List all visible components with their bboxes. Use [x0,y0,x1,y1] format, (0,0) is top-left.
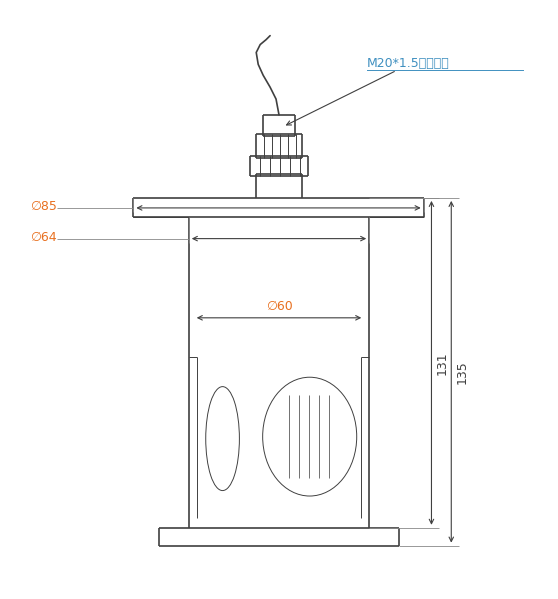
Text: ∅60: ∅60 [266,300,292,313]
Text: 135: 135 [455,360,468,383]
Text: ∅64: ∅64 [31,231,57,244]
Text: 131: 131 [435,351,449,375]
Text: ∅85: ∅85 [31,201,57,213]
Text: M20*1.5出线接头: M20*1.5出线接头 [367,58,450,70]
